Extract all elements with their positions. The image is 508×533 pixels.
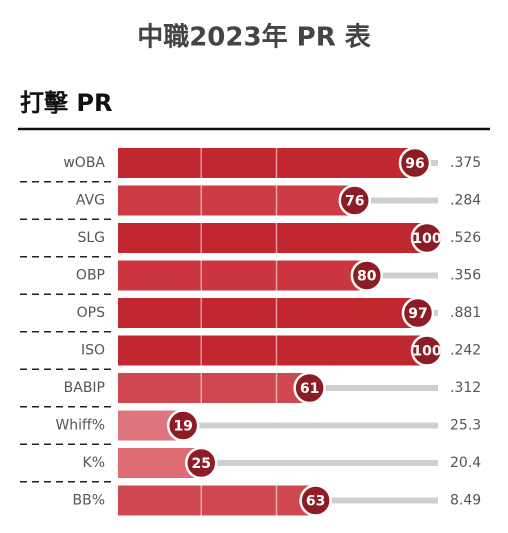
stat-label: .312: [450, 380, 481, 396]
value-badge: [185, 446, 218, 480]
bar: [118, 260, 367, 291]
stat-label: .881: [450, 305, 481, 321]
value-label: 100: [412, 344, 441, 360]
value-badge: [401, 296, 435, 330]
bar: [118, 373, 310, 403]
category-label: OBP: [76, 268, 105, 284]
value-badge: [338, 184, 372, 217]
category-label: OPS: [77, 305, 105, 321]
value-label: 25: [192, 456, 211, 472]
category-label: AVG: [76, 193, 105, 209]
value-badge: [293, 371, 326, 405]
category-label: Whiff%: [55, 418, 105, 434]
value-badge: [350, 259, 384, 292]
section-title: 打擊 PR: [20, 89, 112, 117]
value-label: 63: [306, 494, 325, 510]
value-label: 97: [408, 306, 427, 322]
value-label: 61: [300, 381, 319, 397]
stat-label: 25.3: [450, 418, 481, 434]
value-badge: [410, 334, 444, 367]
value-badge: [299, 484, 332, 517]
bar: [118, 485, 316, 516]
value-label: 100: [412, 231, 441, 247]
value-badge: [398, 146, 432, 180]
category-label: SLG: [77, 230, 105, 246]
chart-title: 中職2023年 PR 表: [137, 22, 372, 53]
stat-label: .526: [450, 230, 481, 246]
bar: [118, 298, 418, 328]
stat-label: .284: [450, 193, 481, 209]
category-label: BABIP: [64, 380, 105, 396]
bar: [118, 185, 355, 216]
bar: [118, 335, 427, 366]
value-badge: [166, 409, 200, 442]
value-label: 96: [405, 156, 424, 172]
value-label: 80: [357, 269, 377, 285]
category-label: K%: [83, 455, 105, 471]
stat-label: 20.4: [450, 455, 481, 471]
value-badge: [410, 221, 444, 255]
value-label: 76: [345, 194, 364, 210]
stat-label: .375: [450, 155, 481, 171]
category-label: BB%: [72, 493, 105, 509]
stat-label: .242: [450, 343, 481, 359]
category-label: wOBA: [63, 155, 105, 171]
bar: [118, 148, 415, 178]
stat-label: 8.49: [450, 493, 481, 509]
stat-label: .356: [450, 268, 481, 284]
category-label: ISO: [81, 343, 105, 359]
value-label: 19: [173, 419, 192, 435]
bar: [118, 223, 427, 253]
